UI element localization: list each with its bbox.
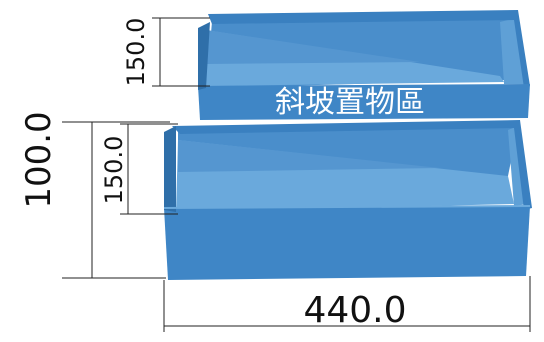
lower-tray-rim	[172, 120, 532, 210]
upper-tray-rim	[208, 10, 530, 88]
upper-tray-left	[198, 22, 210, 90]
top-height-dimension: 150.0	[122, 18, 150, 87]
upper-tray	[198, 10, 530, 120]
width-dimension: 440.0	[303, 290, 406, 331]
lower-tray	[163, 120, 532, 280]
ramp-area-label: 斜坡置物區	[275, 85, 425, 120]
lower-height-dimension: 150.0	[100, 136, 128, 205]
overall-height-dimension: 100.0	[19, 111, 59, 208]
upper-tray-ramp-shadow	[206, 30, 420, 64]
lower-tray-left	[164, 126, 176, 212]
lower-tray-front	[164, 206, 530, 280]
upper-tray-front	[198, 84, 530, 120]
dimension-lines	[62, 17, 531, 332]
lower-tray-ramp-shadow	[178, 140, 440, 172]
